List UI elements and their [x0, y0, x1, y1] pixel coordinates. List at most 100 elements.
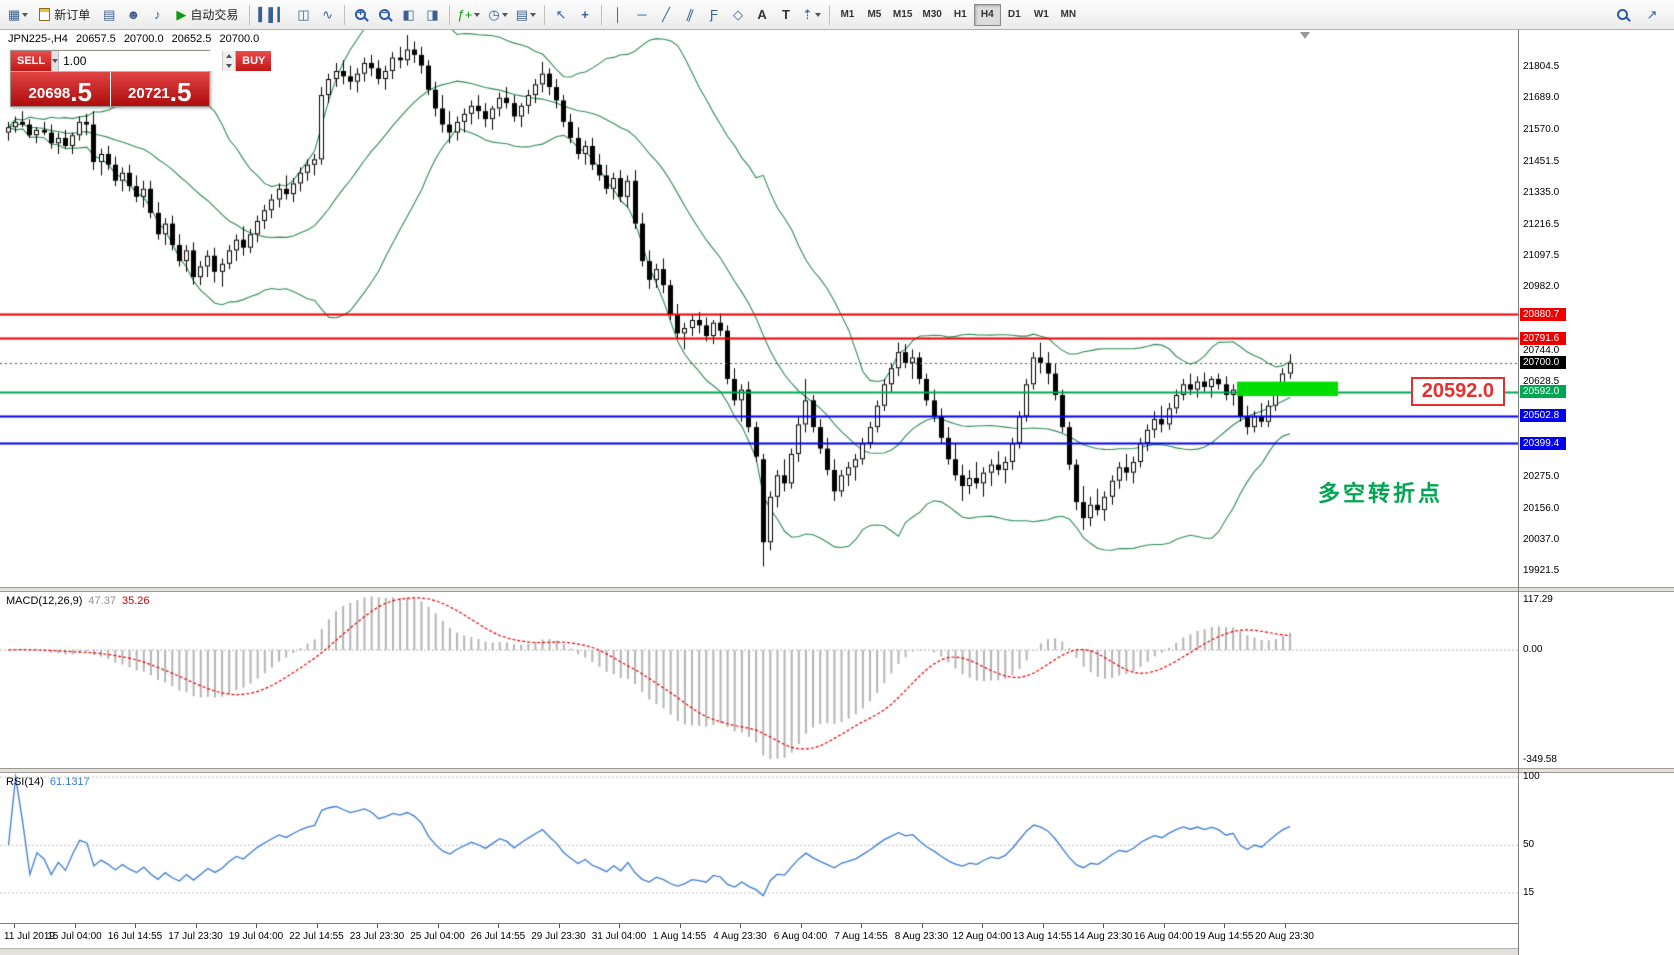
- timeframe-mn-button[interactable]: MN: [1055, 4, 1082, 26]
- line-chart-icon: ∿: [322, 7, 333, 22]
- chart-workspace: JPN225-,H4 20657.5 20700.0 20652.5 20700…: [0, 30, 1674, 955]
- sell-options-dropdown[interactable]: [51, 51, 60, 71]
- channel-button[interactable]: ∥: [678, 3, 702, 27]
- crosshair-button[interactable]: +: [573, 3, 597, 27]
- chevron-down-icon: [22, 12, 29, 17]
- chevron-down-icon: [814, 12, 821, 17]
- price-tick-label: 19921.5: [1523, 565, 1560, 577]
- timeframe-w1-button[interactable]: W1: [1028, 4, 1055, 26]
- timeframe-m15-button[interactable]: M15: [888, 4, 917, 26]
- panel-separator[interactable]: [0, 768, 1518, 773]
- arrows-tool-button[interactable]: ⇡: [798, 3, 825, 27]
- clock-icon: ◷: [488, 7, 500, 22]
- one-click-controls-row: SELL BUY: [11, 51, 272, 72]
- rsi-value: 61.1317: [49, 776, 90, 788]
- timeframe-m1-button[interactable]: M1: [834, 4, 861, 26]
- alerts-button[interactable]: ♪: [145, 3, 169, 27]
- price-axis-column[interactable]: 21804.5 21689.0 21570.0 21451.5 21335.0 21216…: [1518, 30, 1674, 955]
- line-price-tag[interactable]: 20791.6: [1520, 331, 1566, 345]
- chart-column: JPN225-,H4 20657.5 20700.0 20652.5 20700…: [0, 30, 1518, 955]
- chart-shift-marker[interactable]: [1300, 32, 1310, 39]
- quick-nav-button[interactable]: ↗: [1640, 3, 1664, 27]
- zoom-out-button[interactable]: −: [373, 3, 397, 27]
- ask-price-box[interactable]: 20721 .5: [110, 72, 209, 107]
- bar-open-value: 20657.5: [75, 33, 116, 45]
- vertical-line-icon: │: [613, 7, 623, 22]
- macd-scale-label: 117.29: [1523, 594, 1553, 605]
- buy-button[interactable]: BUY: [236, 51, 272, 71]
- price-chart-canvas[interactable]: [0, 30, 1518, 587]
- accounts-button[interactable]: ☻: [121, 3, 145, 27]
- horizontal-line-icon: ─: [637, 7, 647, 22]
- line-price-tag[interactable]: 20880.7: [1520, 307, 1566, 321]
- panel-separator[interactable]: [0, 587, 1518, 592]
- annotation-price-label[interactable]: 20592.0: [1410, 376, 1505, 406]
- rsi-canvas[interactable]: [0, 773, 1518, 923]
- auto-trading-button[interactable]: ▶ 自动交易: [169, 3, 245, 27]
- time-tick: [74, 924, 76, 928]
- cursor-button[interactable]: ↖: [549, 3, 573, 27]
- rsi-axis[interactable]: 100 50 15: [1519, 771, 1674, 923]
- time-tick: [256, 924, 257, 928]
- macd-axis[interactable]: 117.29 0.00 -349.58: [1519, 592, 1674, 768]
- timeframe-h1-button[interactable]: H1: [947, 4, 974, 26]
- template-icon: ▤: [515, 7, 529, 22]
- time-axis-label: 1 Aug 14:55: [652, 931, 707, 942]
- profiles-button[interactable]: ▤: [97, 3, 121, 27]
- tile-windows-button[interactable]: ◧: [397, 3, 421, 27]
- indicators-button[interactable]: ƒ+: [454, 3, 485, 27]
- line-chart-button[interactable]: ∿: [316, 3, 340, 27]
- text-label-button[interactable]: T: [774, 3, 798, 27]
- time-axis-label: 25 Jul 04:00: [410, 931, 465, 942]
- time-tick: [14, 924, 15, 928]
- macd-scale-label: -349.58: [1523, 754, 1557, 765]
- candlestick-chart-button[interactable]: ◫: [292, 3, 316, 27]
- text-tool-button[interactable]: A: [750, 3, 774, 27]
- time-axis-label: 6 Aug 04:00: [773, 931, 828, 942]
- rsi-label: RSI(14) 61.1317: [6, 776, 90, 788]
- annotation-turning-point-text[interactable]: 多空转折点: [1318, 480, 1444, 506]
- price-axis[interactable]: 21804.5 21689.0 21570.0 21451.5 21335.0 21216…: [1519, 30, 1674, 587]
- macd-main-value: 47.37: [88, 595, 116, 607]
- time-tick: [921, 924, 923, 928]
- timeframe-h4-button[interactable]: H4: [973, 3, 1001, 26]
- zoom-in-button[interactable]: +: [349, 3, 373, 27]
- line-price-tag[interactable]: 20592.0: [1520, 385, 1566, 399]
- sell-button[interactable]: SELL: [11, 51, 52, 71]
- shapes-button[interactable]: ◇: [726, 3, 750, 27]
- volume-up-button[interactable]: [223, 51, 235, 61]
- timeframe-d1-button[interactable]: D1: [1001, 4, 1028, 26]
- new-chart-button[interactable]: ▦: [4, 3, 32, 27]
- time-tick: [679, 924, 681, 928]
- macd-canvas[interactable]: [0, 592, 1518, 768]
- one-click-trading-panel: SELL BUY 20698: [10, 50, 272, 107]
- templates-button[interactable]: ▤: [512, 3, 540, 27]
- macd-name: MACD(12,26,9): [6, 595, 83, 607]
- timeframe-m30-button[interactable]: M30: [917, 4, 946, 26]
- chevron-down-icon: [501, 12, 508, 17]
- line-price-tag[interactable]: 20502.8: [1520, 409, 1566, 423]
- new-order-button[interactable]: 新订单: [32, 3, 97, 27]
- ask-price-fraction: .5: [169, 77, 192, 107]
- time-axis[interactable]: 11 Jul 2019 15 Jul 04:00 16 Jul 14:55 17 Ju…: [0, 923, 1518, 948]
- horizontal-line-button[interactable]: ─: [630, 3, 654, 27]
- bid-price-box[interactable]: 20698 .5: [11, 72, 110, 106]
- cascade-windows-button[interactable]: ◨: [421, 3, 445, 27]
- timeframe-m5-button[interactable]: M5: [861, 4, 888, 26]
- search-button[interactable]: [1610, 3, 1634, 27]
- vertical-line-button[interactable]: │: [606, 3, 630, 27]
- volume-down-button[interactable]: [223, 61, 235, 71]
- search-icon: [1616, 9, 1628, 20]
- account-icon: ☻: [126, 7, 141, 22]
- time-axis-label: 4 Aug 23:30: [713, 931, 767, 942]
- trendline-button[interactable]: ╱: [654, 3, 678, 27]
- fibonacci-button[interactable]: Ƒ: [702, 3, 726, 27]
- periods-button[interactable]: ◷: [484, 3, 511, 27]
- toolbar-separator: [828, 4, 830, 25]
- volume-input[interactable]: [59, 51, 223, 71]
- line-price-tag[interactable]: 20399.4: [1520, 436, 1566, 450]
- bar-chart-button[interactable]: ▍▌▎: [254, 3, 291, 27]
- symbol-info-line: JPN225-,H4 20657.5 20700.0 20652.5 20700…: [8, 33, 264, 45]
- price-tick-label: 21097.5: [1523, 250, 1560, 262]
